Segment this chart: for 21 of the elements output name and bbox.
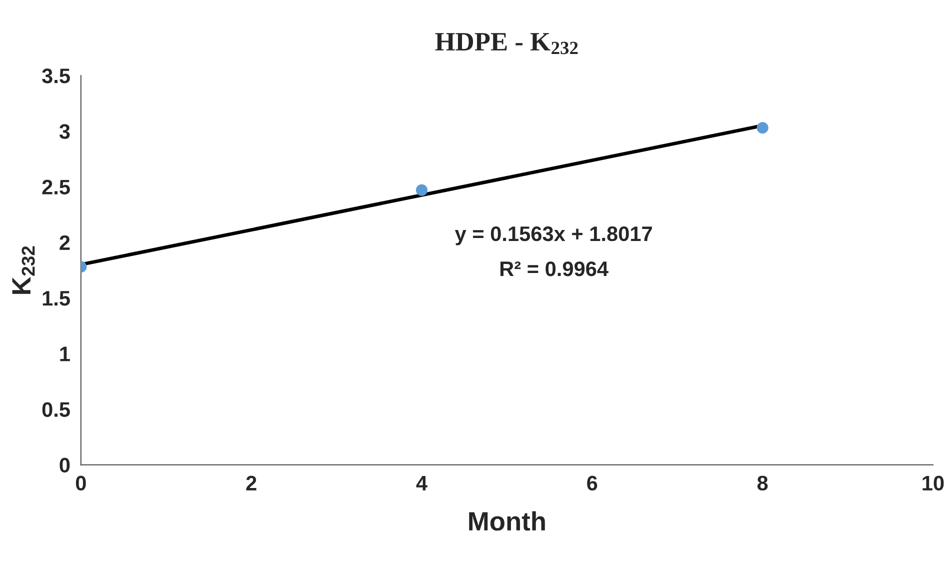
y-tick-label: 3 [59,124,70,139]
y-tick-label: 1 [60,346,70,362]
y-axis-title: K$_{232}$ [12,246,35,294]
x-tick-label: 8 [757,476,768,491]
point [416,184,428,196]
y-tick-label: 3.5 [42,68,70,84]
y-tick-label: 2 [60,235,70,250]
y-tick-label: 0.5 [42,402,70,417]
point [756,122,768,134]
x-axis-title: Month [469,511,545,531]
chart-title: HDPE - K$_{232}$ [435,33,578,54]
y-tick-label: 2.5 [42,180,70,195]
y-tick-label: 0 [60,458,70,473]
x-tick-label: 6 [587,476,598,491]
x-tick-label: 2 [246,476,256,490]
x-tick-label: 0 [76,476,86,491]
x-tick-label: 4 [416,476,428,490]
annotation: R² = 0.9964 [500,261,608,276]
annotation: y = 0.1563x + 1.8017 [454,226,652,246]
x-tick-label: 10 [922,476,944,491]
y-tick-label: 1.5 [42,291,70,306]
